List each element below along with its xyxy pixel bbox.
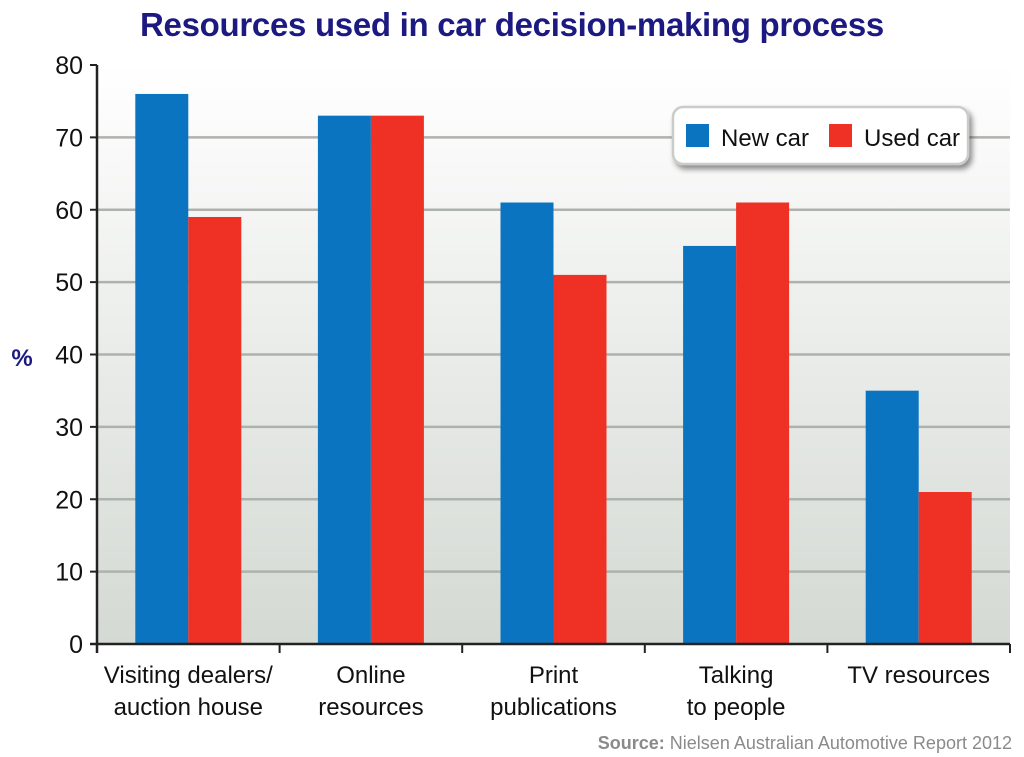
bar-new-car [135, 93, 189, 644]
bar-new-car [500, 202, 554, 644]
y-tick-label: 0 [69, 631, 83, 659]
y-tick-label: 50 [55, 269, 83, 297]
source-text: Nielsen Australian Automotive Report 201… [664, 733, 1012, 753]
y-tick-label: 60 [55, 197, 83, 225]
x-tick-label: Online [336, 662, 405, 689]
y-axis-label: % [11, 345, 32, 372]
x-tick-label: Talking [699, 662, 774, 689]
bar-new-car [865, 390, 919, 644]
axes: 0 10 20 30 40 50 60 70 80 Visiting dealers/auctio… [55, 52, 1011, 721]
bar-used-car [188, 216, 242, 645]
x-tick-label: resources [318, 694, 423, 721]
chart-title: Resources used in car decision-making pr… [140, 6, 884, 43]
bar-used-car [370, 115, 424, 645]
y-tick-label: 10 [55, 559, 83, 587]
x-tick-label: Visiting dealers/ [104, 662, 273, 689]
legend-swatch [686, 124, 709, 147]
y-tick-label: 80 [55, 52, 83, 80]
legend-swatch [829, 124, 852, 147]
x-tick-label: publications [490, 694, 617, 721]
x-tick-label: auction house [114, 694, 263, 721]
y-tick-label: 30 [55, 414, 83, 442]
bar-used-car [918, 492, 972, 644]
x-tick-label: to people [687, 694, 786, 721]
y-tick-label: 20 [55, 486, 83, 514]
bar-used-car [553, 274, 607, 644]
bar-new-car [683, 245, 737, 644]
x-tick-label: TV resources [847, 662, 990, 689]
legend-box [671, 105, 970, 166]
legend-label: Used car [864, 125, 960, 152]
bar-used-car [736, 202, 790, 644]
x-tick-label: Print [529, 662, 579, 689]
bars [135, 93, 972, 645]
y-tick-label: 40 [55, 342, 83, 370]
y-tick-label: 70 [55, 124, 83, 152]
bar-new-car [317, 115, 371, 645]
source-label: Source: [597, 733, 665, 753]
legend: New car Used car [671, 105, 970, 166]
legend-label: New car [721, 125, 809, 152]
source-note: Source: Nielsen Australian Automotive Re… [598, 733, 1012, 754]
